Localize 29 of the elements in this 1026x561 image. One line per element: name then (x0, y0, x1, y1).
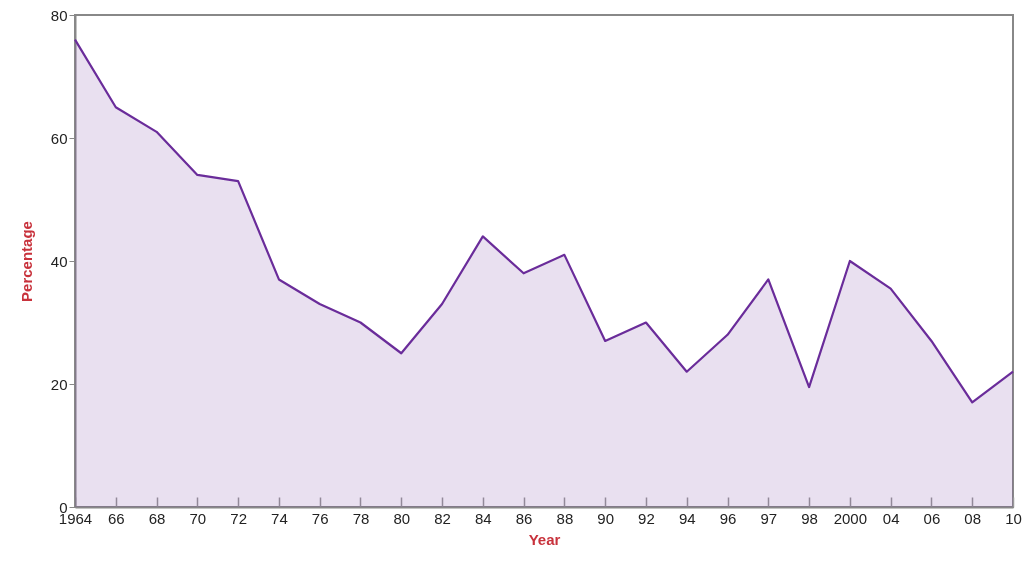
x-tick-label: 04 (882, 509, 900, 527)
x-tick-label: 10 (1005, 509, 1022, 527)
y-tick-label: 20 (50, 375, 68, 393)
x-tick-label: 70 (189, 509, 207, 527)
x-tick-label: 84 (474, 509, 492, 527)
x-tick-label: 72 (230, 509, 247, 527)
x-tick-label: 90 (597, 509, 615, 527)
x-tick-label: 97 (760, 509, 778, 527)
x-axis-title: Year (528, 530, 561, 548)
x-tick-label: 98 (801, 509, 818, 527)
x-tick-label: 92 (638, 509, 655, 527)
x-tick-label: 74 (271, 509, 288, 527)
x-tick-label: 96 (719, 509, 737, 527)
x-tick-label: 80 (393, 509, 411, 527)
y-tick-label: 80 (50, 6, 68, 24)
x-tick-label: 68 (148, 509, 166, 527)
x-tick-label: 2000 (833, 509, 868, 527)
x-tick-label: 94 (678, 509, 696, 527)
x-tick-label: 08 (964, 509, 982, 527)
x-tick-label: 86 (515, 509, 533, 527)
x-tick-label: 88 (556, 509, 574, 527)
x-tick-label: 78 (352, 509, 370, 527)
y-tick-label: 60 (50, 129, 68, 147)
y-axis-title: Percentage (17, 221, 35, 302)
y-tick-label: 40 (50, 252, 68, 270)
x-tick-label: 76 (311, 509, 329, 527)
x-tick-label: 66 (107, 509, 125, 527)
x-tick-label: 06 (923, 509, 941, 527)
x-tick-label: 82 (434, 509, 451, 527)
